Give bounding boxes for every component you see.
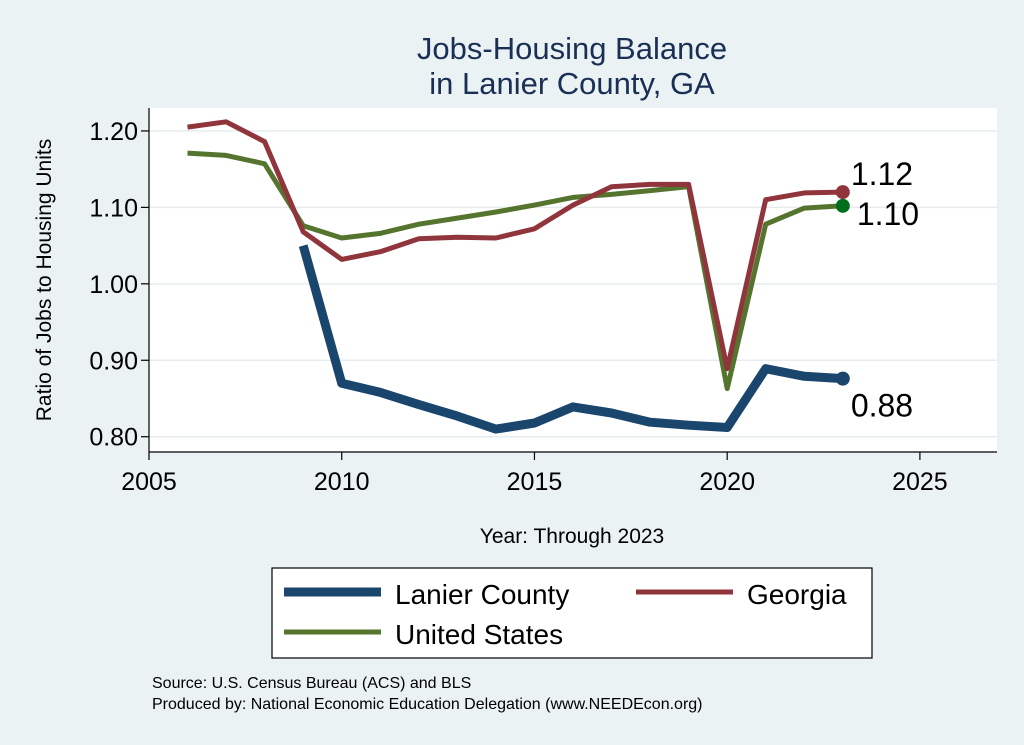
series-line-georgia (187, 119, 843, 372)
series-lines (187, 119, 844, 434)
end-marker-lanier-county (835, 371, 850, 386)
end-label-lanier-county: 0.88 (851, 388, 913, 424)
plot-area (149, 108, 997, 452)
end-labels: 0.88 1.12 1.10 (851, 156, 919, 424)
y-tick-label-0: 0.80 (89, 424, 138, 452)
y-tick-label-1: 0.90 (89, 347, 138, 375)
axes: 0.80 0.90 1.00 1.10 1.20 2005 2010 2015 2020 2025 (89, 108, 997, 496)
legend-label-lanier-county: Lanier County (395, 579, 569, 610)
x-tick-label-4: 2025 (892, 468, 948, 496)
source-note: Source: U.S. Census Bureau (ACS) and BLS (152, 675, 471, 692)
x-tick-label-0: 2005 (121, 468, 177, 496)
end-marker-united-states (835, 198, 850, 213)
end-label-georgia: 1.12 (851, 156, 913, 192)
series-line-lanier-county (298, 244, 844, 434)
end-marker-georgia (835, 185, 850, 200)
x-axis-title: Year: Through 2023 (480, 525, 665, 548)
chart-title-line-2: in Lanier County, GA (429, 66, 715, 101)
y-axis-title: Ratio of Jobs to Housing Units (33, 139, 56, 421)
x-tick-label-1: 2010 (314, 468, 370, 496)
y-tick-label-3: 1.10 (89, 194, 138, 222)
y-tick-label-4: 1.20 (89, 118, 138, 146)
x-tick-label-3: 2020 (699, 468, 755, 496)
producer-note: Produced by: National Economic Education… (152, 696, 703, 713)
end-markers (835, 185, 850, 386)
legend-box (271, 567, 873, 659)
end-label-united-states: 1.10 (857, 196, 919, 232)
legend-label-georgia: Georgia (747, 579, 847, 610)
x-tick-label-2: 2015 (507, 468, 563, 496)
legend-label-united-states: United States (395, 619, 563, 650)
chart-title-line-1: Jobs-Housing Balance (417, 31, 727, 66)
y-tick-label-2: 1.00 (89, 271, 138, 299)
legend: Lanier County Georgia United States (284, 579, 847, 650)
